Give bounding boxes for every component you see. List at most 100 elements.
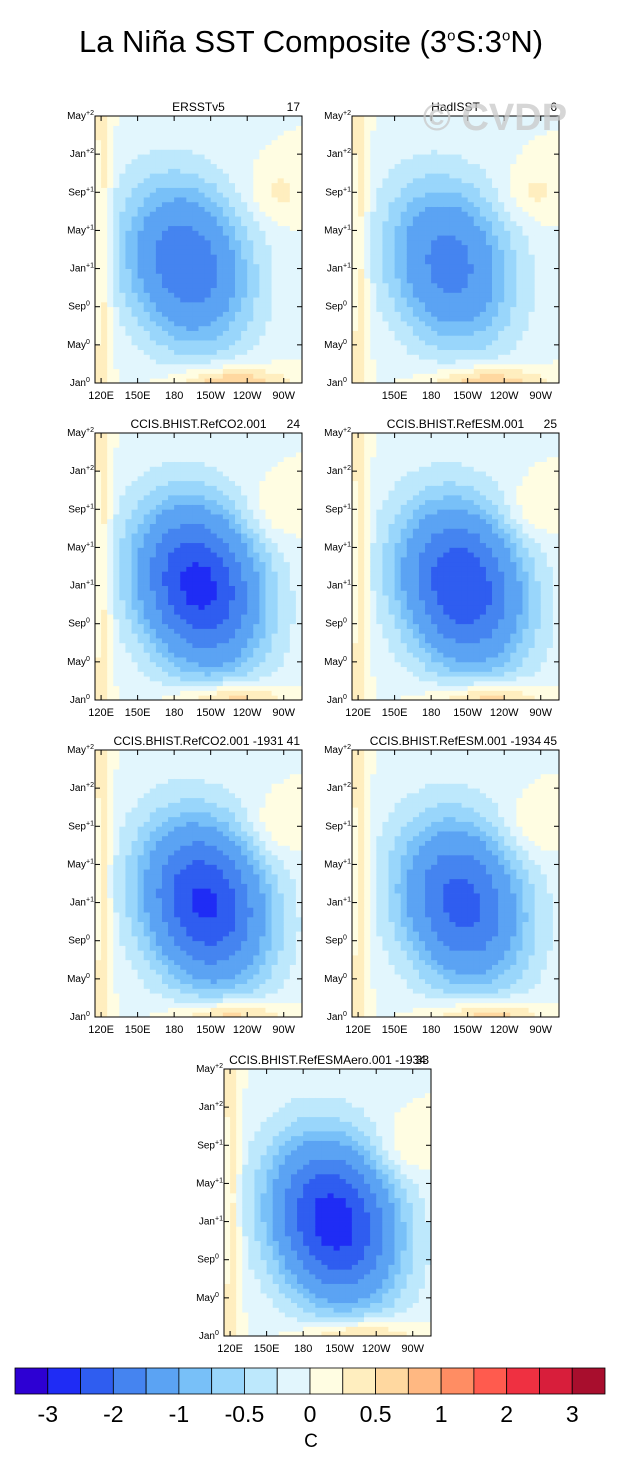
heat-cell [131, 244, 139, 250]
heat-cell [125, 580, 132, 586]
heat-cell [228, 125, 236, 131]
heat-cell [394, 125, 402, 131]
heat-cell [101, 239, 108, 246]
heat-cell [406, 116, 414, 122]
heat-cell [540, 287, 548, 293]
heat-cell [455, 220, 462, 227]
heat-cell [449, 225, 456, 231]
heat-cell [119, 139, 126, 146]
heat-cell [107, 263, 114, 269]
heat-cell [479, 263, 487, 269]
heat-cell [204, 135, 212, 141]
heat-cell [216, 220, 224, 227]
heat-cell [540, 197, 548, 203]
heat-cell [528, 197, 536, 203]
heat-cell [412, 216, 420, 222]
heat-cell [504, 349, 511, 355]
heat-cell [498, 120, 505, 126]
heat-cell [540, 154, 548, 160]
heat-cell [168, 547, 175, 553]
heat-cell [131, 282, 139, 289]
heat-cell [168, 335, 175, 341]
heat-cell [461, 168, 469, 174]
heat-cell [412, 354, 420, 360]
heat-cell [382, 139, 389, 146]
heat-cell [259, 254, 266, 260]
heat-cell [131, 604, 139, 610]
heat-cell [394, 282, 402, 289]
heat-cell [198, 125, 205, 131]
heat-cell [161, 297, 169, 303]
heat-cell [107, 452, 114, 458]
heat-cell [358, 116, 365, 122]
heat-cell [540, 254, 548, 260]
heat-cell [485, 116, 493, 122]
heat-cell [498, 292, 505, 298]
heat-cell [222, 297, 230, 303]
heat-cell [394, 220, 402, 227]
heat-cell [400, 235, 408, 241]
heat-cell [352, 158, 359, 165]
heat-cell [358, 263, 365, 269]
heat-cell [516, 349, 523, 355]
heat-cell [358, 287, 365, 293]
y-tick-label: Jan [70, 264, 86, 275]
heat-cell [534, 163, 542, 169]
heat-cell [461, 311, 469, 317]
heat-cell [271, 125, 279, 131]
heat-cell [222, 306, 230, 312]
heat-cell [247, 216, 254, 222]
heat-cell [198, 676, 205, 682]
heat-cell [388, 120, 396, 126]
heat-cell [552, 344, 560, 351]
heat-cell [125, 297, 132, 303]
heat-cell [180, 368, 187, 374]
heat-cell [95, 273, 102, 279]
heat-cell [161, 571, 169, 577]
heat-cell [125, 311, 132, 317]
heat-cell [161, 311, 169, 317]
heat-cell [101, 187, 108, 193]
heat-cell [161, 628, 169, 634]
heat-cell [186, 523, 193, 529]
heat-cell [161, 235, 169, 241]
heat-cell [540, 144, 548, 150]
heat-cell [540, 340, 548, 346]
heat-cell [394, 254, 402, 260]
heat-cell [222, 130, 230, 136]
heat-cell [412, 201, 420, 207]
heat-cell [155, 235, 163, 241]
heat-cell [119, 680, 126, 687]
heat-cell [247, 301, 254, 308]
heat-cell [186, 685, 193, 691]
heat-cell [406, 149, 414, 155]
heat-cell [295, 311, 303, 317]
heat-cell [540, 373, 548, 379]
heat-cell [131, 576, 139, 582]
heat-cell [204, 225, 212, 231]
heat-cell [113, 373, 120, 379]
heat-cell [131, 116, 139, 122]
heat-cell [186, 475, 193, 482]
heat-cell [149, 561, 157, 567]
heat-cell [492, 135, 499, 141]
heat-cell [216, 187, 224, 193]
heat-cell [283, 206, 291, 212]
heat-cell [412, 244, 420, 250]
heat-cell [235, 325, 242, 331]
heat-cell [271, 116, 279, 122]
heat-cell [406, 187, 414, 193]
heat-cell [101, 618, 108, 625]
heat-cell [283, 373, 291, 379]
heat-cell [412, 239, 420, 246]
heat-cell [376, 163, 383, 169]
heat-cell [174, 480, 181, 486]
heat-cell [283, 192, 291, 198]
heat-cell [516, 359, 523, 365]
heat-cell [473, 259, 481, 265]
heat-cell [204, 340, 212, 346]
heat-cell [180, 349, 187, 355]
heat-cell [516, 154, 523, 160]
heat-cell [540, 316, 548, 322]
y-tick-superscript: +1 [86, 186, 94, 193]
